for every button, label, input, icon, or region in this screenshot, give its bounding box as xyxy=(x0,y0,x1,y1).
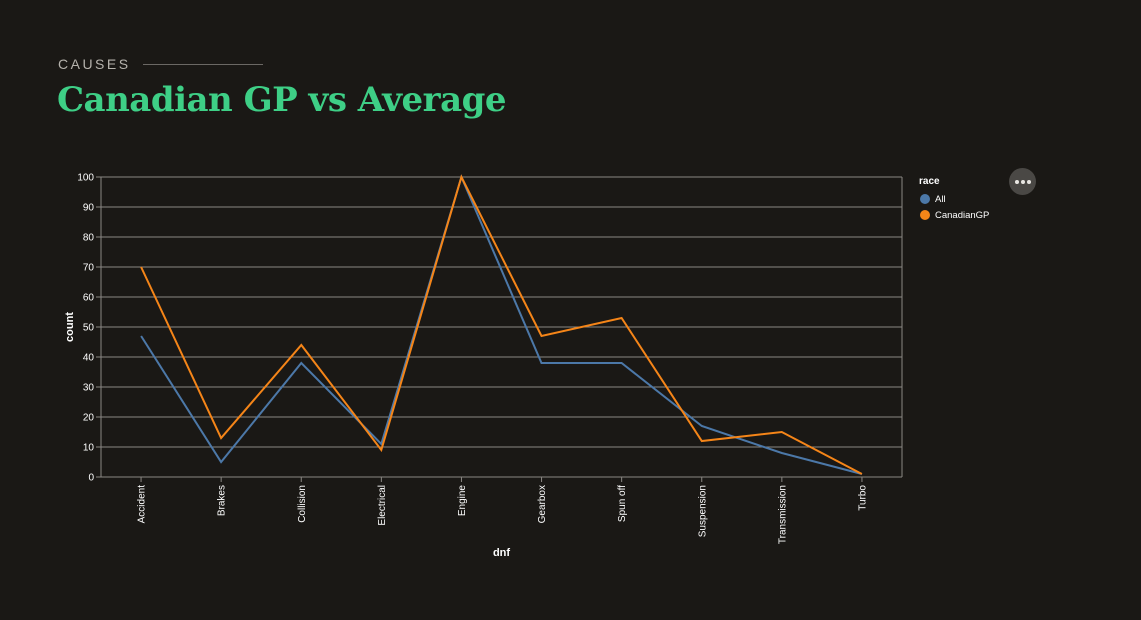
x-tick-label: Electrical xyxy=(377,485,388,526)
eyebrow-divider xyxy=(142,63,263,65)
legend-title: race xyxy=(919,176,940,187)
chart-legend: race All CanadianGP xyxy=(919,176,989,223)
y-axis-title: count xyxy=(64,312,76,342)
y-tick-label: 70 xyxy=(83,263,95,274)
y-tick-label: 60 xyxy=(83,293,95,304)
y-tick-label: 90 xyxy=(83,203,95,214)
series-line-all xyxy=(140,174,863,475)
more-horizontal-icon xyxy=(1014,179,1032,184)
legend-swatch-canadiangp xyxy=(920,210,930,220)
y-tick-label: 0 xyxy=(88,473,94,484)
section-eyebrow: CAUSES xyxy=(58,56,263,72)
x-tick-label: Brakes xyxy=(217,485,228,516)
x-axis-title: dnf xyxy=(493,547,510,559)
chart-actions-button[interactable] xyxy=(1009,168,1036,195)
legend-label-all: All xyxy=(935,193,946,205)
y-tick-label: 40 xyxy=(83,353,95,364)
legend-item-canadiangp[interactable]: CanadianGP xyxy=(919,207,989,223)
legend-label-canadiangp: CanadianGP xyxy=(935,209,990,221)
x-tick-label: Gearbox xyxy=(537,485,548,523)
y-tick-label: 100 xyxy=(77,173,94,184)
legend-item-all[interactable]: All xyxy=(919,191,989,207)
y-tick-label: 80 xyxy=(83,233,95,244)
y-tick-label: 50 xyxy=(83,323,95,334)
legend-swatch-all xyxy=(920,194,930,204)
x-tick-label: Collision xyxy=(297,485,308,523)
x-tick-label: Turbo xyxy=(857,485,868,511)
x-tick-label: Engine xyxy=(457,485,468,517)
x-tick-label: Suspension xyxy=(697,485,708,537)
section-label: CAUSES xyxy=(58,56,131,72)
y-tick-label: 20 xyxy=(83,413,95,424)
series-line-canadiangp xyxy=(140,174,863,475)
page-title: Canadian GP vs Average xyxy=(57,80,507,120)
x-tick-label: Transmission xyxy=(777,485,788,544)
y-tick-label: 10 xyxy=(83,443,95,454)
x-tick-label: Spun off xyxy=(617,485,628,522)
x-tick-label: Accident xyxy=(137,485,148,524)
y-tick-label: 30 xyxy=(83,383,95,394)
